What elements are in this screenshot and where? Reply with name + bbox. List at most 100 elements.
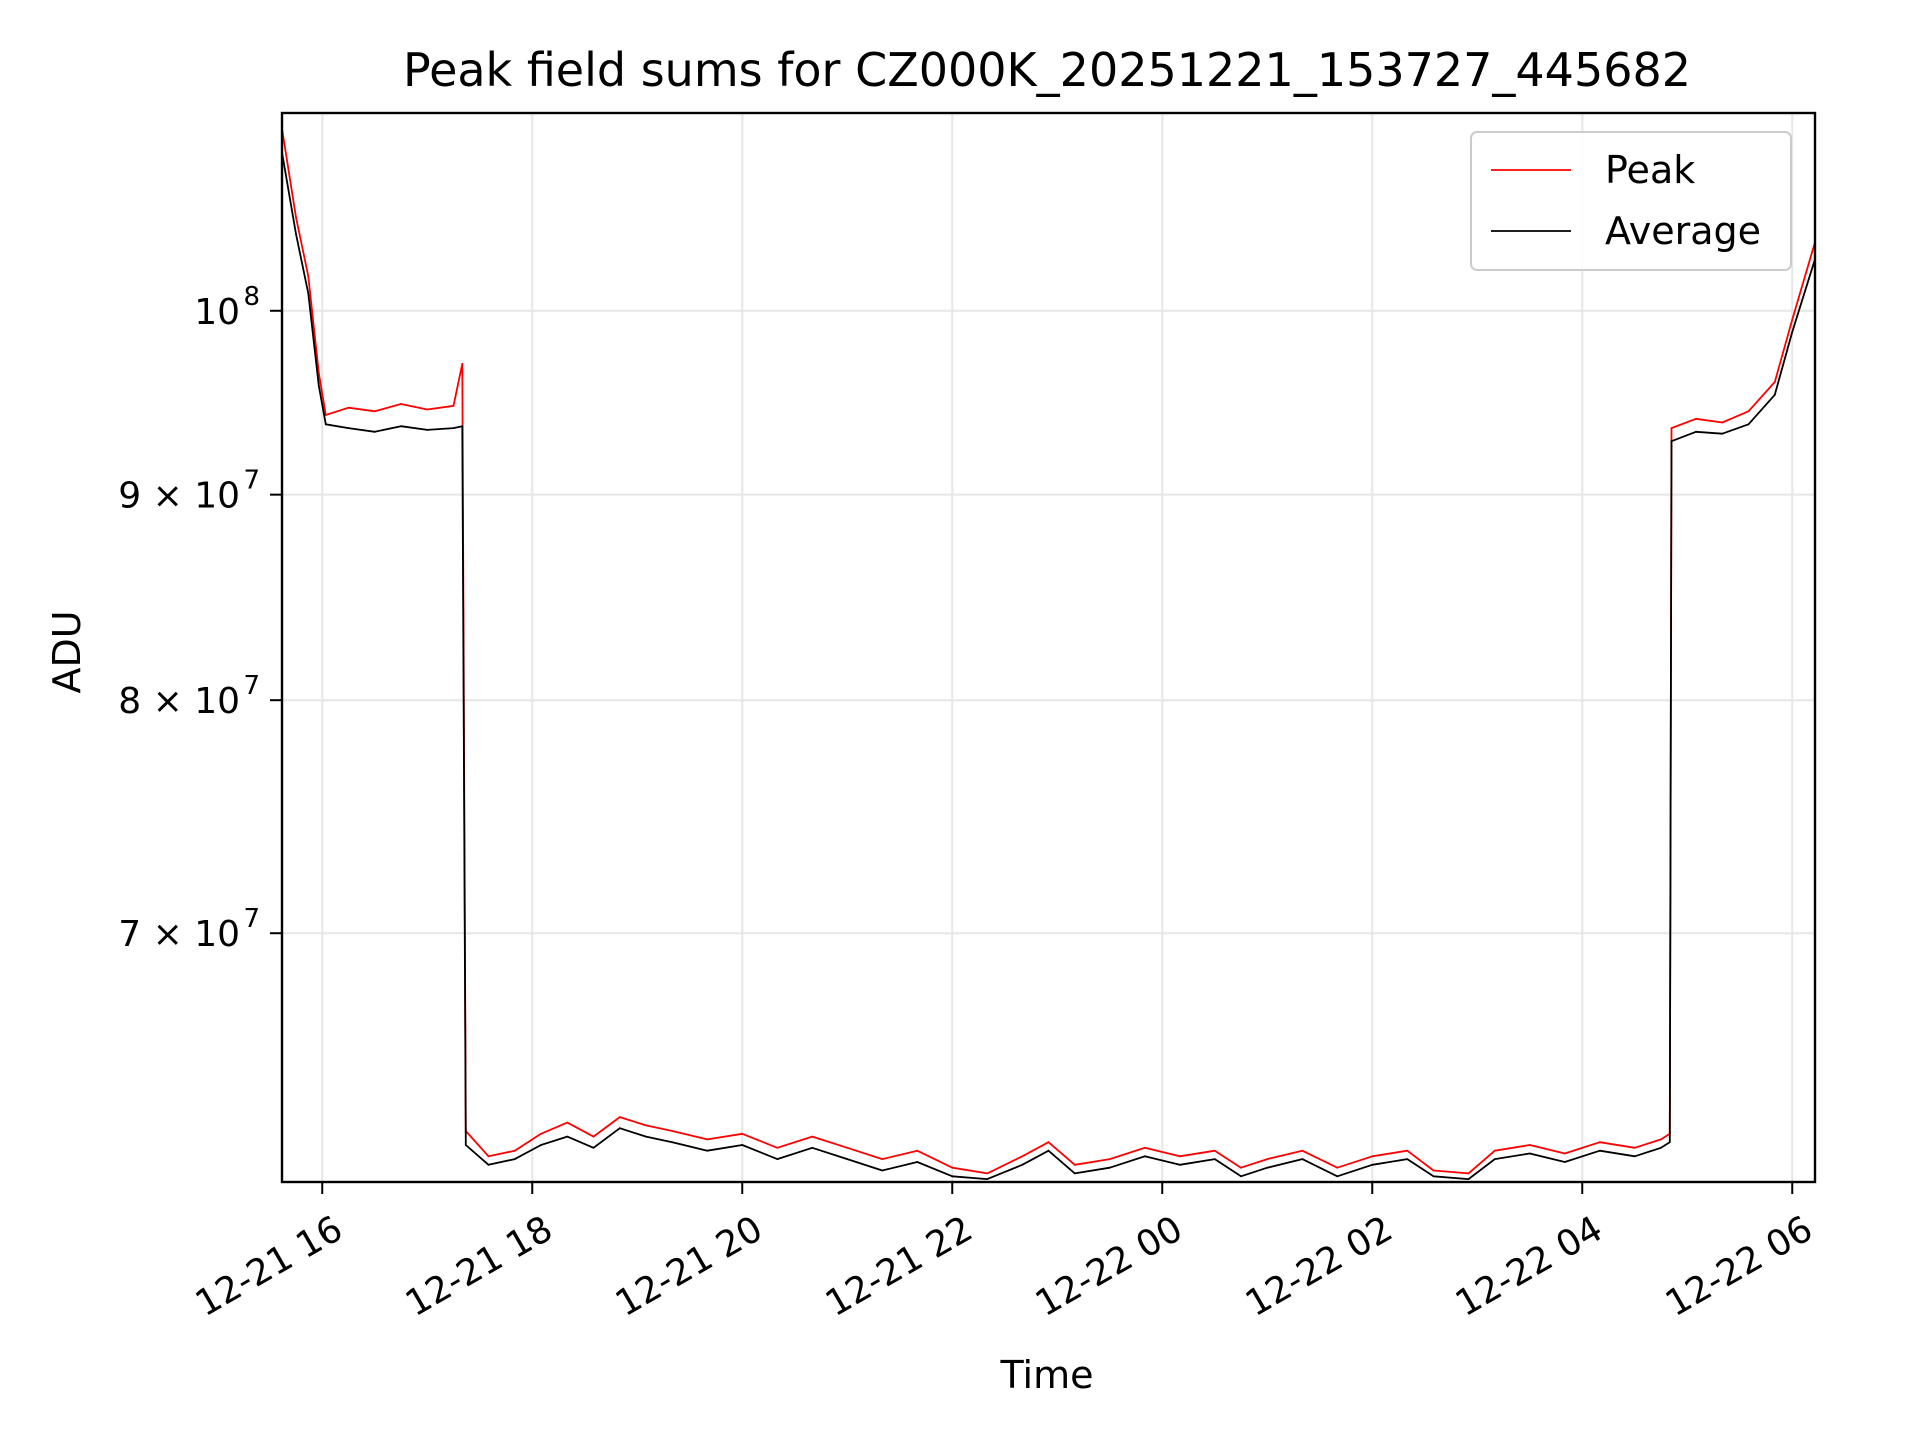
- x-axis-label: Time: [1000, 1353, 1094, 1397]
- data-point-average: [811, 1146, 814, 1149]
- chart-title: Peak field sums for CZ000K_20251221_1537…: [403, 43, 1691, 97]
- data-point-average: [1266, 1166, 1269, 1169]
- data-point-average: [592, 1146, 595, 1149]
- y-tick-exponent: 8: [243, 282, 260, 312]
- y-tick-label: 77 × 10: [118, 904, 260, 955]
- x-tick-label: 12-22 00: [1029, 1208, 1190, 1324]
- data-point-average: [487, 1163, 490, 1166]
- data-point-average: [317, 384, 320, 387]
- data-point-peak: [1301, 1149, 1304, 1152]
- data-point-average: [1301, 1158, 1304, 1160]
- data-point-average: [1371, 1163, 1374, 1166]
- data-point-peak: [645, 1124, 647, 1127]
- legend-average-label: Average: [1605, 209, 1761, 253]
- data-point-peak: [540, 1132, 542, 1135]
- y-tick-label: 79 × 10: [118, 466, 260, 517]
- data-point-average: [347, 427, 350, 429]
- data-point-peak: [811, 1135, 814, 1138]
- data-point-average: [1467, 1178, 1470, 1180]
- data-point-average: [307, 292, 310, 295]
- data-point-average: [461, 425, 464, 428]
- data-point-peak: [1773, 381, 1776, 383]
- data-point-average: [295, 233, 297, 235]
- data-point-peak: [1660, 1138, 1662, 1141]
- data-point-average: [1598, 1149, 1601, 1152]
- data-point-peak: [986, 1172, 989, 1175]
- data-point-average: [986, 1178, 989, 1180]
- legend-box: [1470, 131, 1792, 271]
- data-point-peak: [1791, 318, 1794, 321]
- data-point-average: [426, 429, 429, 431]
- data-point-peak: [461, 363, 464, 365]
- data-point-peak: [1266, 1158, 1269, 1160]
- x-tick-label: 12-22 02: [1239, 1208, 1400, 1324]
- x-tick-label: 12-21 22: [819, 1208, 980, 1324]
- data-point-average: [1073, 1172, 1076, 1175]
- series-line-average: [282, 152, 1815, 1180]
- data-point-peak: [400, 403, 402, 405]
- data-point-peak: [487, 1155, 490, 1158]
- data-point-peak: [347, 406, 350, 409]
- data-point-average: [1660, 1146, 1662, 1149]
- data-point-peak: [881, 1158, 884, 1160]
- data-point-peak: [1695, 417, 1697, 420]
- axis-ticks: 12-21 16 12-21 18 12-21 20 12-21 22 12-22 00…: [118, 282, 1819, 1325]
- x-tick-label: 12-21 20: [609, 1208, 770, 1324]
- data-point-peak: [1721, 421, 1724, 424]
- y-axis-label: ADU: [45, 610, 89, 693]
- data-point-average: [618, 1127, 621, 1130]
- legend-peak-label: Peak: [1605, 148, 1695, 192]
- data-point-average: [1143, 1155, 1146, 1158]
- x-tick-label: 12-22 06: [1659, 1208, 1820, 1324]
- data-point-average: [1633, 1155, 1636, 1158]
- series-line-peak: [282, 128, 1815, 1175]
- data-point-average: [513, 1158, 516, 1160]
- data-point-peak: [1178, 1155, 1181, 1158]
- data-point-average: [671, 1141, 674, 1144]
- data-point-peak: [307, 275, 310, 278]
- data-point-peak: [513, 1149, 516, 1152]
- data-point-peak: [671, 1130, 674, 1132]
- data-point-average: [1668, 1141, 1671, 1144]
- data-point-average: [1047, 1149, 1050, 1152]
- data-point-average: [1406, 1158, 1409, 1160]
- data-point-peak: [1493, 1149, 1496, 1152]
- data-point-average: [706, 1149, 709, 1152]
- data-point-peak: [1371, 1155, 1374, 1158]
- data-point-average: [1528, 1152, 1531, 1155]
- y-tick-base: 10: [194, 292, 240, 333]
- data-point-average: [566, 1135, 569, 1138]
- data-point-peak: [1467, 1172, 1470, 1175]
- y-tick-exponent: 7: [243, 904, 260, 934]
- data-point-average: [1791, 330, 1794, 333]
- data-point-peak: [324, 414, 327, 416]
- data-point-peak: [916, 1149, 919, 1152]
- legend: Peak Average: [1470, 131, 1792, 271]
- data-point-average: [400, 425, 402, 428]
- data-point-peak: [1143, 1146, 1146, 1149]
- data-point-average: [1721, 432, 1724, 435]
- data-point-peak: [951, 1166, 954, 1169]
- x-tick-label: 12-22 04: [1449, 1208, 1610, 1324]
- y-tick-label: 810: [194, 282, 260, 333]
- data-point-peak: [317, 372, 320, 374]
- data-point-peak: [452, 404, 455, 407]
- data-point-average: [324, 423, 327, 426]
- data-point-average: [464, 1144, 467, 1146]
- data-point-peak: [373, 410, 376, 413]
- data-point-average: [1336, 1175, 1339, 1178]
- data-point-average: [452, 427, 455, 429]
- data-point-average: [1021, 1163, 1024, 1166]
- data-point-peak: [1528, 1144, 1531, 1146]
- data-point-peak: [1108, 1158, 1111, 1160]
- data-point-peak: [1073, 1163, 1076, 1166]
- data-point-peak: [1598, 1141, 1601, 1144]
- data-point-average: [645, 1135, 647, 1138]
- data-point-peak: [1432, 1169, 1435, 1172]
- data-point-peak: [1240, 1166, 1242, 1169]
- data-point-average: [1773, 393, 1776, 396]
- data-point-peak: [776, 1146, 779, 1149]
- data-point-average: [373, 430, 376, 433]
